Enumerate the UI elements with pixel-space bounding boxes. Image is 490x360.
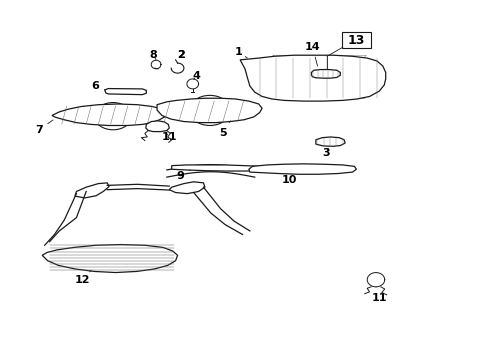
Polygon shape (146, 121, 169, 132)
Polygon shape (52, 104, 167, 126)
Text: 3: 3 (323, 148, 330, 158)
Polygon shape (157, 98, 262, 123)
Text: 4: 4 (192, 71, 200, 81)
Text: 7: 7 (35, 120, 53, 135)
Polygon shape (172, 165, 265, 171)
Text: 1: 1 (235, 46, 247, 58)
Text: 11: 11 (162, 132, 177, 142)
Text: 2: 2 (176, 50, 184, 60)
Text: 5: 5 (219, 121, 230, 138)
Polygon shape (75, 183, 109, 198)
Text: 11: 11 (371, 287, 387, 303)
Polygon shape (312, 69, 340, 78)
Polygon shape (169, 182, 205, 194)
Text: 2: 2 (176, 50, 184, 60)
Polygon shape (249, 164, 356, 174)
Text: 10: 10 (281, 175, 296, 185)
Text: 8: 8 (150, 50, 157, 60)
Text: 14: 14 (305, 42, 320, 66)
Text: 9: 9 (176, 170, 190, 181)
Text: 13: 13 (347, 33, 365, 47)
Polygon shape (42, 244, 177, 273)
Polygon shape (105, 89, 147, 95)
Text: 6: 6 (91, 81, 105, 91)
Polygon shape (316, 137, 345, 146)
Text: 12: 12 (75, 270, 91, 285)
Polygon shape (240, 55, 386, 101)
